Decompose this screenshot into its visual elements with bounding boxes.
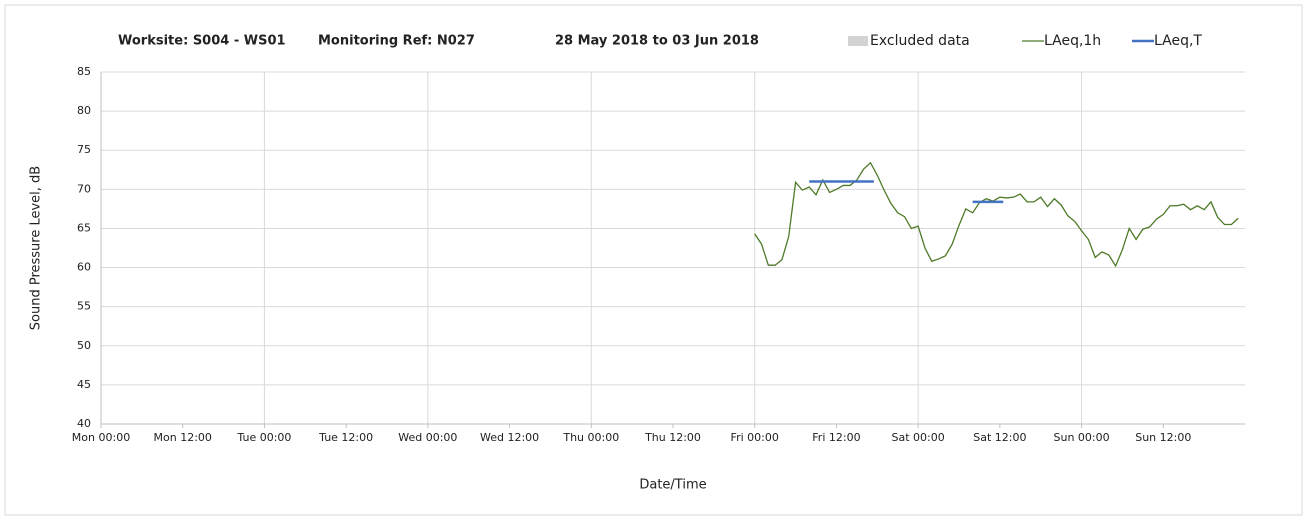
- x-tick-label: Wed 12:00: [480, 431, 539, 444]
- x-tick-label: Thu 12:00: [644, 431, 701, 444]
- date-range: 28 May 2018 to 03 Jun 2018: [555, 34, 759, 49]
- y-tick-label: 40: [77, 417, 91, 430]
- chart-frame: [4, 4, 1303, 516]
- x-tick-label: Tue 00:00: [236, 431, 291, 444]
- monitoring-ref: Monitoring Ref: N027: [318, 34, 475, 49]
- y-tick-label: 45: [77, 378, 91, 391]
- x-tick-label: Sun 00:00: [1054, 431, 1110, 444]
- y-tick-label: 80: [77, 104, 91, 117]
- series-line: [754, 161, 1239, 268]
- y-tick-label: 55: [77, 300, 91, 313]
- y-axis-title: Sound Pressure Level, dB: [29, 166, 44, 330]
- x-tick-label: Sat 12:00: [973, 431, 1026, 444]
- x-tick-label: Fri 00:00: [731, 431, 779, 444]
- y-tick-label: 65: [77, 221, 91, 234]
- legend-label: LAeq,1h: [1044, 33, 1101, 49]
- chart-title: Worksite: S004 - WS01: [118, 34, 286, 49]
- y-tick-label: 75: [77, 143, 91, 156]
- y-tick-label: 60: [77, 261, 91, 274]
- x-tick-label: Fri 12:00: [812, 431, 860, 444]
- x-tick-label: Thu 00:00: [562, 431, 619, 444]
- y-tick-label: 70: [77, 182, 91, 195]
- legend-swatch: [848, 36, 868, 46]
- x-tick-label: Mon 12:00: [154, 431, 212, 444]
- y-tick-label: 85: [77, 65, 91, 78]
- legend-label: Excluded data: [870, 33, 970, 49]
- x-tick-label: Tue 12:00: [318, 431, 373, 444]
- x-tick-label: Sat 00:00: [892, 431, 945, 444]
- series-line: [809, 180, 1004, 204]
- x-tick-label: Mon 00:00: [72, 431, 130, 444]
- y-tick-label: 50: [77, 339, 91, 352]
- legend-label: LAeq,T: [1154, 33, 1202, 49]
- x-tick-label: Sun 12:00: [1135, 431, 1191, 444]
- x-tick-label: Wed 00:00: [398, 431, 457, 444]
- x-axis-title: Date/Time: [639, 478, 706, 493]
